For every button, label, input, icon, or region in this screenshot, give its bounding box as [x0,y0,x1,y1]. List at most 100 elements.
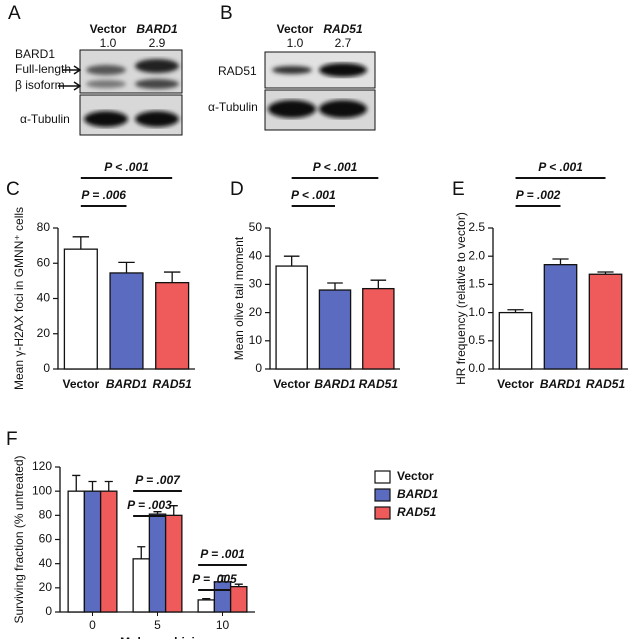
y-axis-label: Mean olive tail moment [232,236,246,360]
significance-label: P < .001 [538,160,583,174]
legend-swatch [374,470,391,484]
y-tick-label: 50 [249,220,263,234]
y-axis-label: HR frequency (relative to vector) [454,212,468,385]
y-tick-label: 20 [37,326,51,340]
bar [155,281,190,370]
y-tick-label: 0 [43,361,50,375]
ratio-label: 1.0 [100,36,117,50]
y-tick-label: 0.5 [468,333,485,347]
significance-label: P = .006 [81,188,126,202]
y-tick-label: 20 [39,580,53,594]
bar [275,265,308,370]
y-tick-label: 60 [39,532,53,546]
x-tick-label: 5 [154,618,161,632]
target-label: RAD51 [218,64,257,78]
bands [268,100,367,118]
x-tick-label: RAD51 [586,377,626,391]
bar [318,289,352,370]
error-bar [137,546,146,559]
lane-label: RAD51 [323,22,363,36]
x-tick-label: RAD51 [152,377,192,391]
panel-letter: C [6,179,20,200]
bar [148,513,167,613]
legend-swatch [374,488,391,502]
lane-label: Vector [90,22,127,36]
y-tick-label: 2.0 [468,248,485,262]
arrow [58,65,82,91]
y-tick-label: 40 [249,248,263,262]
error-bar [552,258,569,265]
x-tick-label: Vector [62,377,99,391]
legend-label: RAD51 [397,505,437,519]
bar [164,514,183,613]
bands [84,111,179,127]
bands [272,63,367,77]
y-tick-label: 0 [255,361,262,375]
ratio-label: 2.9 [149,36,166,50]
bar [543,264,578,370]
y-tick-label: 2.5 [468,220,485,234]
panel-letter: D [230,179,244,200]
y-tick-label: 1.5 [468,277,485,291]
error-bar [88,480,97,492]
error-bar [283,255,300,267]
y-tick-label: 80 [37,220,51,234]
lane-label: Vector [277,22,314,36]
bar [109,272,144,370]
y-tick-label: 60 [37,255,51,269]
target-label: BARD1 [15,47,55,61]
panel-letter: B [220,3,233,24]
significance-label: P = .001 [200,547,245,561]
bands [86,59,179,89]
error-bar [202,598,211,600]
error-bar [169,505,178,516]
x-axis-label: nM doxorubicin [113,635,202,639]
error-bar [370,279,387,289]
bar [99,490,118,613]
x-tick-label: 10 [216,618,230,632]
ratio-label: 2.7 [335,36,352,50]
significance-label: P = .007 [135,473,181,487]
y-tick-label: 40 [37,291,51,305]
x-tick-label: BARD1 [314,377,356,391]
error-bar [163,271,181,283]
y-axis-label: Surviving fraction (% untreated) [12,455,26,623]
bar [67,490,86,613]
band-label: Full-length [15,62,71,76]
y-tick-label: 40 [39,556,53,570]
band-label: β isoform [15,78,65,92]
y-tick-label: 1.0 [468,305,485,319]
error-bar [218,575,227,582]
bar [362,287,395,370]
bar [197,599,216,613]
y-tick-label: 120 [32,459,52,473]
panel-letter: F [6,429,18,450]
x-tick-label: RAD51 [359,377,399,391]
bar [588,273,623,370]
y-tick-label: 20 [249,305,263,319]
y-axis-label: Mean γ-H2AX foci in GMNN⁺ cells [12,207,26,390]
lane-label: BARD1 [136,22,178,36]
significance-label: P < .001 [104,160,149,174]
error-bar [597,271,614,275]
ratio-label: 1.0 [287,36,304,50]
significance-label: P = .002 [516,188,561,202]
error-bar [507,309,524,313]
panel-letter: E [452,179,465,200]
error-bar [153,511,162,515]
error-bar [72,474,81,492]
x-tick-label: BARD1 [540,377,582,391]
control-label: α-Tubulin [20,112,70,126]
legend-label: Vector [397,469,434,483]
y-tick-label: 80 [39,508,53,522]
y-tick-label: 10 [249,333,263,347]
bar [132,558,151,613]
bar [229,585,248,613]
significance-label: P < .001 [291,188,336,202]
y-tick-label: 0 [45,604,52,618]
y-tick-label: 0.0 [468,361,485,375]
significance-label: P = .003 [127,498,172,512]
bar [498,311,533,370]
x-tick-label: Vector [273,377,310,391]
